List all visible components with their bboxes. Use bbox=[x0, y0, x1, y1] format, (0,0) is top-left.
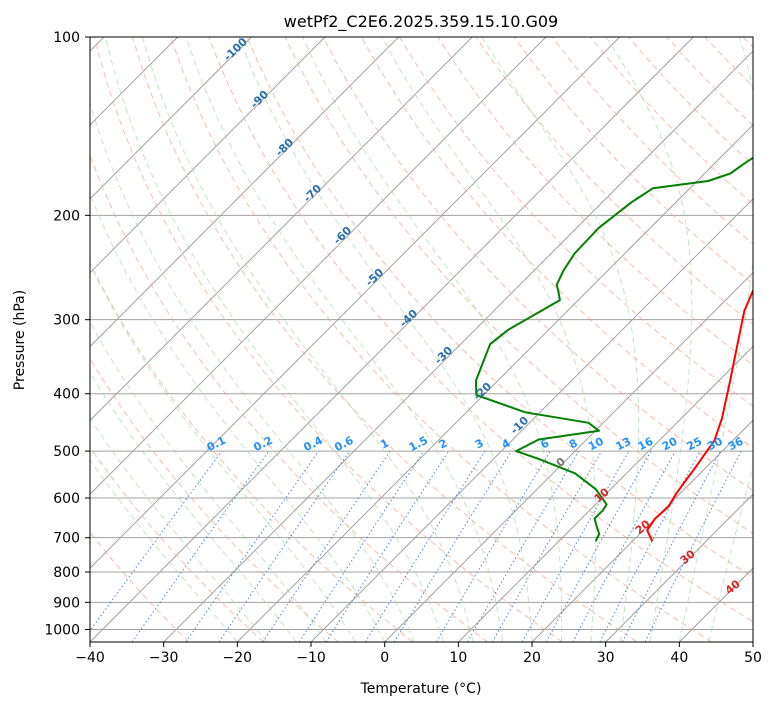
x-tick-label: 10 bbox=[449, 650, 467, 666]
x-tick-label: 40 bbox=[670, 650, 688, 666]
y-tick-label: 100 bbox=[53, 30, 80, 46]
y-tick-label: 600 bbox=[53, 491, 80, 507]
y-tick-label: 800 bbox=[53, 565, 80, 581]
y-tick-label: 1000 bbox=[44, 622, 80, 638]
x-tick-label: 50 bbox=[744, 650, 762, 666]
y-tick-label: 700 bbox=[53, 531, 80, 547]
y-tick-label: 200 bbox=[53, 208, 80, 224]
x-tick-label: −20 bbox=[223, 650, 253, 666]
x-tick-label: 0 bbox=[380, 650, 389, 666]
x-tick-label: −40 bbox=[75, 650, 105, 666]
x-tick-label: 20 bbox=[523, 650, 541, 666]
y-tick-label: 400 bbox=[53, 387, 80, 403]
x-tick-label: −10 bbox=[296, 650, 326, 666]
y-tick-label: 900 bbox=[53, 595, 80, 611]
y-tick-label: 300 bbox=[53, 313, 80, 329]
x-tick-label: −30 bbox=[149, 650, 179, 666]
y-tick-label: 500 bbox=[53, 444, 80, 460]
x-axis-label: Temperature (°C) bbox=[360, 681, 482, 697]
chart-title: wetPf2_C2E6.2025.359.15.10.G09 bbox=[284, 12, 558, 32]
y-axis-label: Pressure (hPa) bbox=[12, 290, 28, 390]
x-tick-label: 30 bbox=[597, 650, 615, 666]
